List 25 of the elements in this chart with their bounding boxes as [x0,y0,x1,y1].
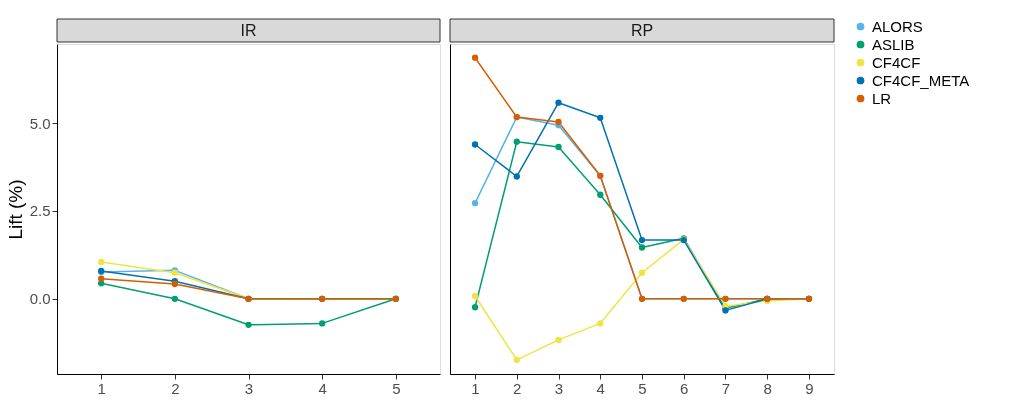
legend-label: ALORS [872,17,923,35]
x-tick-label: 8 [763,379,772,397]
x-tick-label: 2 [171,379,180,397]
y-tick-label: 0.0 [29,290,51,308]
chart-title: IR [240,21,257,39]
x-tick-label: 5 [638,379,647,397]
legend-label: CF4CF_META [872,71,970,89]
x-tick-label: 1 [471,379,480,397]
x-tick-label: 5 [392,379,401,397]
x-tick-label: 1 [97,379,106,397]
x-tick-label: 9 [805,379,814,397]
legend-label: LR [872,89,892,107]
legend-label: ASLIB [872,35,915,53]
legend-label: CF4CF [872,53,921,71]
x-tick-label: 6 [680,379,689,397]
x-tick-label: 4 [596,379,605,397]
y-tick-label: 5.0 [29,114,51,132]
chart-title: RP [630,21,654,39]
x-tick-label: 2 [513,379,522,397]
y-tick-label: 2.5 [29,202,51,220]
y-axis-title: Lift (%) [4,179,26,240]
x-tick-label: 7 [721,379,731,397]
x-tick-label: 3 [244,379,254,397]
x-tick-label: 3 [554,379,564,397]
x-tick-label: 4 [318,379,327,397]
